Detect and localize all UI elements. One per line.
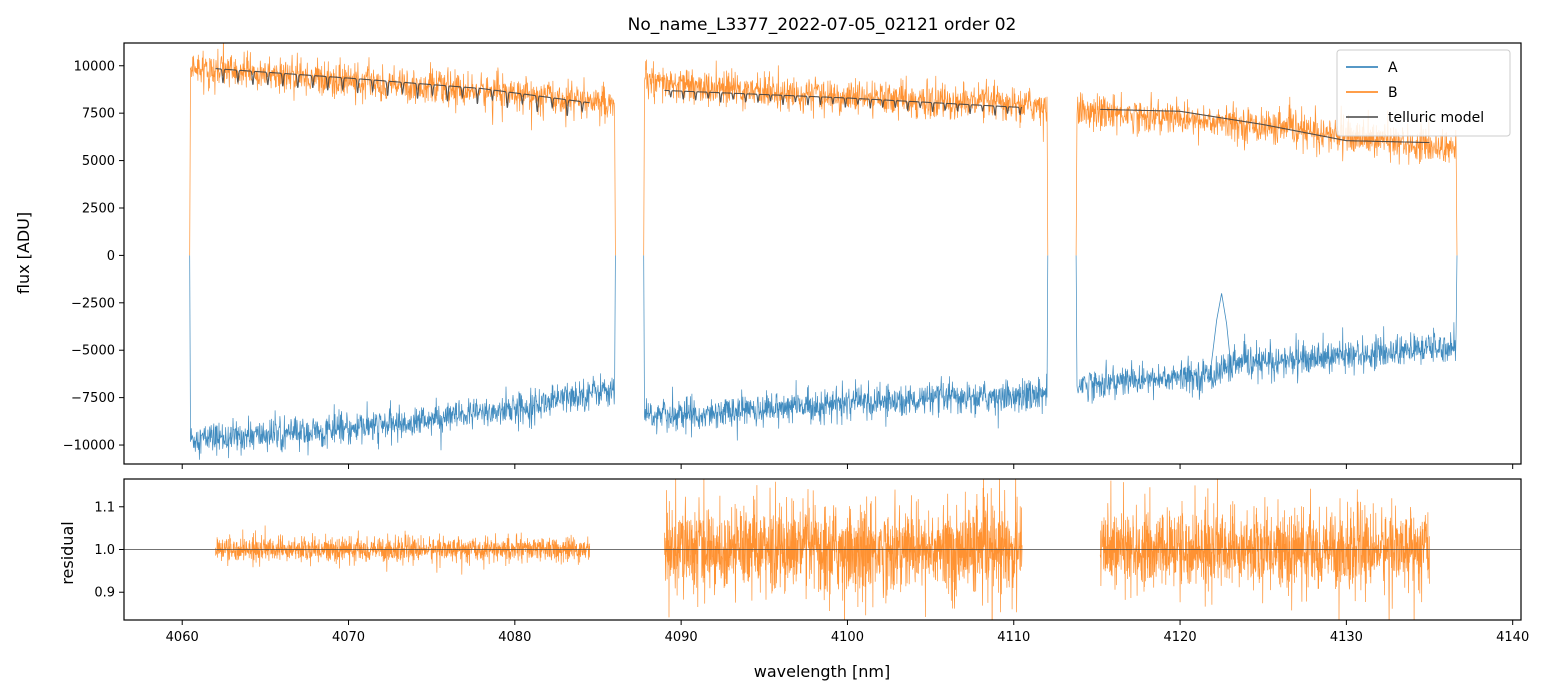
bottom-x-axis-label: wavelength [nm] (754, 662, 891, 681)
top-y-tick-label: −7500 (71, 391, 115, 406)
legend-label-b: B (1388, 85, 1398, 101)
top-plot-area (189, 43, 1458, 460)
chart-title: No_name_L3377_2022-07-05_02121 order 02 (628, 15, 1017, 35)
top-y-tick-label: −5000 (71, 344, 115, 359)
top-y-tick-label: 2500 (82, 201, 115, 216)
bottom-x-tick-label: 4080 (498, 630, 531, 645)
bottom-y-tick-label: 1.1 (94, 500, 115, 515)
bottom-x-tick-label: 4060 (166, 630, 199, 645)
top-y-tick-label: 5000 (82, 154, 115, 169)
top-y-axis-label: flux [ADU] (14, 212, 33, 294)
bottom-y-tick-label: 0.9 (94, 586, 115, 601)
legend-label-a: A (1388, 60, 1398, 76)
bottom-x-tick-label: 4120 (1164, 630, 1197, 645)
top-y-tick-label: −2500 (71, 296, 115, 311)
legend-box (1336, 49, 1511, 137)
top-y-axis: 10000 7500 5000 2500 0 −2500 −5000 −7500 −10000 (63, 59, 124, 454)
legend-label-telluric: telluric model (1388, 110, 1484, 126)
bottom-x-tick-label: 4110 (997, 630, 1030, 645)
series-b-line (189, 43, 1458, 256)
top-y-tick-label: −10000 (63, 439, 115, 454)
bottom-panel: 1.1 1.0 0.9 4060 4070 4080 4090 4100 4110 4120 41… (58, 478, 1529, 681)
bottom-x-tick-label: 4090 (665, 630, 698, 645)
bottom-x-tick-label: 4130 (1330, 630, 1363, 645)
top-axes-frame (123, 42, 1522, 465)
residual-segment-line (1099, 479, 1430, 620)
residual-segment-line (664, 479, 1023, 620)
bottom-x-tick-label: 4140 (1496, 630, 1529, 645)
top-y-tick-label: 10000 (74, 59, 115, 74)
bottom-y-axis-label: residual (58, 521, 77, 584)
top-y-tick-label: 7500 (82, 107, 115, 122)
bottom-y-axis: 1.1 1.0 0.9 (94, 500, 124, 601)
bottom-x-tick-label: 4100 (831, 630, 864, 645)
top-y-tick-label: 0 (107, 249, 115, 264)
series-telluric-line (215, 68, 1430, 144)
series-a-feature (1209, 293, 1232, 375)
top-x-axis (181, 464, 1514, 469)
top-panel: 100007500500025000−2500−5000−7500−10000 … (14, 42, 1522, 469)
bottom-plot-area (124, 479, 1521, 620)
series-a-line (189, 255, 1458, 460)
legend: A B telluric model (1336, 49, 1511, 137)
bottom-x-tick-label: 4070 (332, 630, 365, 645)
bottom-y-tick-label: 1.0 (94, 543, 115, 558)
bottom-x-axis: 4060 4070 4080 4090 4100 4110 4120 4130 4140 (166, 620, 1529, 645)
